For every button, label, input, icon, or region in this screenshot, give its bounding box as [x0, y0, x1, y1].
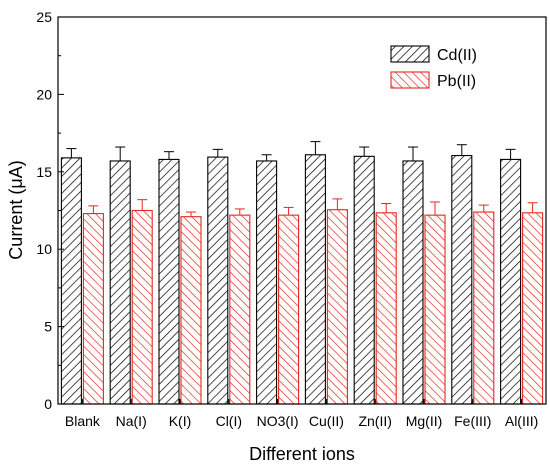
bar-Cd(II)-Blank: [60, 157, 82, 405]
plot-area: 0 5 10 15 20 25 Blank Na(I) K(I) Cl(I) NO3(I) Cu(II…: [36, 9, 547, 429]
bar-Cd(II)-Cl(I): [207, 156, 229, 405]
y-tick-label: 15: [36, 164, 52, 180]
bar-Cd(II)-Mg(II): [402, 160, 424, 405]
x-tick-label: NO3(I): [257, 413, 299, 429]
x-tick-label: Na(I): [116, 413, 147, 429]
bar-Cd(II)-K(I): [158, 158, 180, 405]
legend-swatch-Cd(II): [390, 45, 430, 63]
x-axis-label: Different ions: [249, 444, 355, 464]
y-axis-label: Current (μA): [6, 160, 26, 259]
bar-Pb(II)-Al(III): [522, 212, 544, 405]
x-tick-label: Fe(III): [454, 413, 491, 429]
x-tick-label: Zn(II): [358, 413, 391, 429]
bar-Pb(II)-Cl(I): [229, 214, 251, 405]
legend-label: Pb(II): [437, 73, 476, 90]
y-tick-label: 20: [36, 86, 52, 102]
x-tick-label: Al(III): [505, 413, 538, 429]
bar-Pb(II)-Na(I): [131, 209, 153, 405]
bar-Cd(II)-Fe(III): [451, 154, 473, 405]
y-tick-label: 25: [36, 9, 52, 25]
bar-Pb(II)-K(I): [180, 216, 202, 405]
bar-Pb(II)-NO3(I): [278, 214, 300, 405]
x-tick-label: K(I): [169, 413, 192, 429]
bar-Cd(II)-Al(III): [500, 158, 522, 405]
bar-Cd(II)-Zn(II): [353, 155, 375, 405]
x-tick-label: Cu(II): [309, 413, 344, 429]
legend-label: Cd(II): [437, 47, 477, 64]
bar-Pb(II)-Fe(III): [473, 211, 495, 405]
x-tick-label: Cl(I): [216, 413, 242, 429]
bar-Pb(II)-Zn(II): [375, 212, 397, 405]
bar-Pb(II)-Mg(II): [424, 214, 446, 405]
bar-Cd(II)-NO3(I): [256, 160, 278, 405]
y-tick-label: 10: [36, 241, 52, 257]
bar-Cd(II)-Na(I): [109, 160, 131, 405]
x-tick-label: Blank: [65, 413, 101, 429]
bar-Pb(II)-Cu(II): [326, 209, 348, 405]
bar-Cd(II)-Cu(II): [304, 154, 326, 405]
x-tick-label: Mg(II): [406, 413, 443, 429]
y-tick-label: 0: [44, 396, 52, 412]
bar-Pb(II)-Blank: [82, 213, 104, 405]
y-tick-label: 5: [44, 319, 52, 335]
legend-swatch-Pb(II): [390, 71, 430, 89]
